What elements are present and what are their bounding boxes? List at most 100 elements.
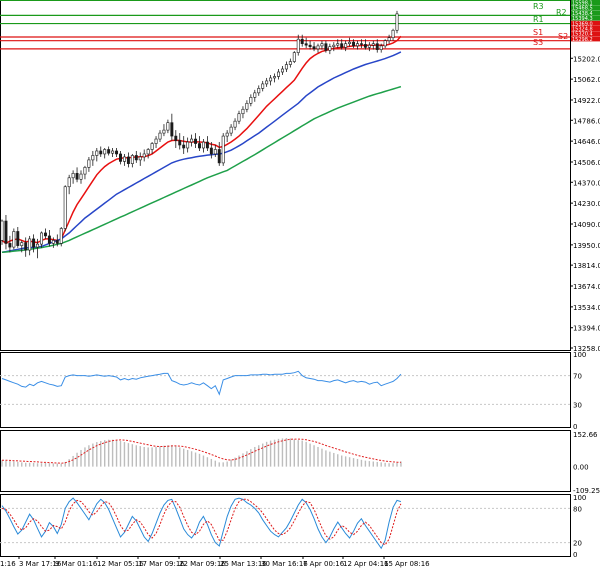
macd-y-tick-label: 0.00	[573, 464, 589, 472]
candle-body	[135, 155, 137, 159]
candle-body	[143, 154, 145, 157]
candle-body	[119, 154, 121, 161]
candle-body	[159, 133, 161, 139]
x-tick-label: 15 Apr 08:16	[384, 560, 430, 568]
x-tick-label: 12 Apr 04:16	[343, 560, 389, 568]
price-y-tick-label: 13394.0	[573, 325, 600, 333]
candle-body	[139, 157, 141, 160]
candle-body	[9, 243, 11, 247]
candle-body	[56, 240, 58, 243]
candle-body	[297, 39, 299, 52]
candle-body	[104, 149, 106, 153]
candle-body	[281, 69, 283, 72]
candle-body	[179, 141, 181, 145]
candle-body	[111, 151, 113, 153]
candle-body	[238, 114, 240, 121]
candle-body	[186, 142, 188, 148]
candle-body	[76, 173, 78, 179]
candle-body	[167, 123, 169, 130]
pivot-label-s3: S3	[533, 38, 543, 47]
candle-body	[309, 45, 311, 46]
rsi-y-tick-label: 100	[573, 351, 586, 359]
candle-body	[305, 44, 307, 45]
candle-body	[301, 39, 303, 43]
price-y-tick-label: 13950.0	[573, 242, 600, 250]
candle-body	[84, 167, 86, 174]
candle-body	[380, 46, 382, 50]
candle-body	[190, 139, 192, 142]
rsi-y-tick-label: 70	[573, 373, 582, 381]
candle-body	[265, 81, 267, 84]
candle-body	[384, 41, 386, 46]
price-y-tick-label: 13674.0	[573, 283, 600, 291]
candle-body	[92, 155, 94, 159]
candle-body	[151, 144, 153, 150]
candle-body	[337, 44, 339, 45]
x-tick-label: 30 Mar 16:16	[261, 560, 308, 568]
candle-body	[356, 44, 358, 46]
candle-body	[388, 38, 390, 41]
candle-body	[226, 133, 228, 136]
candle-body	[64, 187, 66, 229]
candle-body	[5, 221, 7, 243]
candle-body	[171, 123, 173, 136]
candle-body	[285, 65, 287, 69]
x-tick-label: 7 Apr 00:16	[303, 560, 345, 568]
candle-body	[269, 78, 271, 81]
candle	[222, 133, 224, 166]
price-y-tick-label: 14506.0	[573, 159, 600, 167]
candle-body	[96, 151, 98, 155]
rsi-y-tick-label: 0	[573, 423, 577, 431]
candle-body	[48, 236, 50, 243]
candle-body	[273, 76, 275, 77]
candle-body	[329, 47, 331, 51]
candle-body	[246, 103, 248, 109]
candle-body	[210, 148, 212, 154]
candle-body	[242, 109, 244, 113]
candle-body	[234, 121, 236, 127]
price-y-tick-label: 15202.0	[573, 55, 600, 63]
candle-body	[28, 239, 30, 250]
candle-body	[289, 62, 291, 65]
candle-body	[198, 144, 200, 148]
pivot-label-r2: R2	[556, 8, 567, 17]
candle-body	[52, 240, 54, 243]
candle-body	[68, 178, 70, 187]
candle-body	[250, 97, 252, 103]
candle	[64, 185, 66, 231]
candle-body	[123, 157, 125, 161]
candle-body	[175, 136, 177, 140]
candle-body	[127, 157, 129, 164]
candle-body	[317, 46, 319, 49]
macd-y-tick-label: 152.66	[573, 431, 598, 439]
candle-body	[36, 244, 38, 247]
candle-body	[313, 47, 315, 49]
candle-body	[277, 72, 279, 76]
candle-body	[352, 42, 354, 46]
x-tick-label-partial: 1:16	[0, 560, 16, 568]
candle-body	[80, 174, 82, 179]
candle-body	[25, 243, 27, 250]
price-y-tick-label: 14646.0	[573, 138, 600, 146]
candle-body	[222, 136, 224, 163]
candle-body	[44, 233, 46, 236]
price-y-tick-label: 14370.0	[573, 179, 600, 187]
price-y-tick-label: 15062.0	[573, 76, 600, 84]
pivot-label-s2: S2	[558, 32, 568, 41]
candle-body	[21, 243, 23, 246]
candle-body	[183, 145, 185, 148]
candle-body	[13, 231, 15, 247]
level-tag-label: 15298.2	[572, 37, 593, 43]
candle-body	[40, 233, 42, 244]
rsi-y-tick-label: 30	[573, 401, 582, 409]
price-y-tick-label: 13534.0	[573, 304, 600, 312]
candle-body	[321, 44, 323, 46]
candle-body	[258, 88, 260, 92]
candle-body	[293, 53, 295, 62]
candle-body	[194, 139, 196, 143]
candle-body	[333, 45, 335, 46]
candle-body	[230, 127, 232, 133]
candle-body	[364, 44, 366, 47]
